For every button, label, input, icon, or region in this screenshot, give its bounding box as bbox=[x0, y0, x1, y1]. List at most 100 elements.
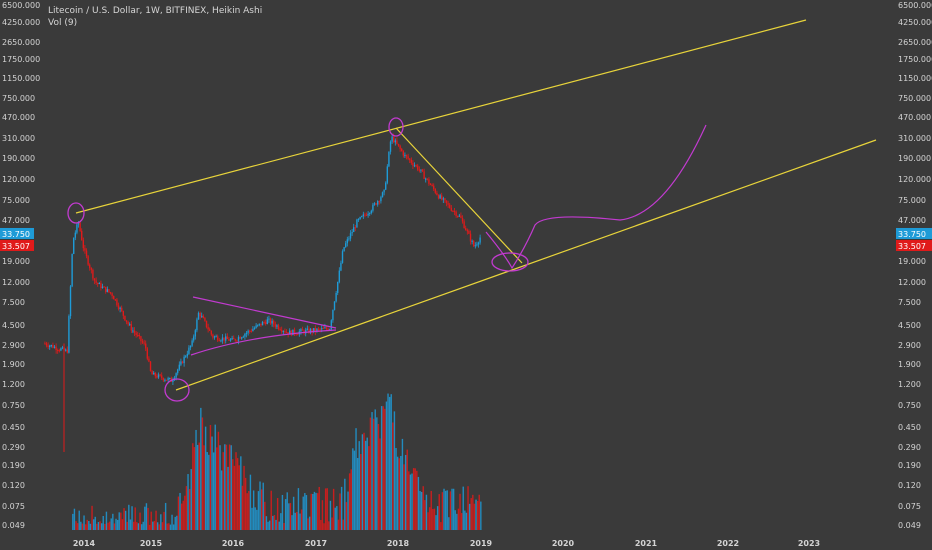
candle-body bbox=[130, 324, 133, 331]
candle-body bbox=[193, 336, 195, 341]
volume-bar bbox=[358, 441, 360, 530]
volume-bar bbox=[451, 488, 453, 530]
candle-body bbox=[381, 192, 384, 198]
volume-bar bbox=[238, 465, 240, 530]
candle-body bbox=[437, 194, 440, 199]
volume-bar bbox=[289, 503, 292, 530]
candle-body bbox=[252, 329, 254, 332]
volume-bar bbox=[118, 512, 120, 530]
candle-body bbox=[85, 250, 88, 257]
y-tick-label-right: 1.900 bbox=[898, 360, 921, 369]
candle-body bbox=[340, 262, 342, 271]
volume-bar bbox=[225, 444, 228, 530]
volume-bar bbox=[163, 511, 165, 530]
candle-body bbox=[389, 141, 392, 152]
volume-bar bbox=[300, 509, 303, 530]
volume-bar bbox=[347, 491, 349, 530]
volume-bar bbox=[152, 521, 154, 530]
candle-body bbox=[145, 343, 147, 349]
candle-body bbox=[391, 136, 393, 142]
candle-body bbox=[428, 179, 430, 184]
volume-bar bbox=[129, 519, 132, 530]
y-tick-label-left: 1.200 bbox=[2, 380, 25, 389]
volume-bar bbox=[182, 500, 184, 530]
volume-bar bbox=[368, 446, 370, 530]
volume-bar bbox=[459, 493, 461, 530]
candle-body bbox=[177, 369, 179, 374]
y-tick-label-left: 6500.000 bbox=[2, 1, 40, 10]
volume-bar bbox=[224, 444, 226, 530]
candle-body bbox=[301, 329, 304, 331]
candle-body bbox=[148, 358, 150, 362]
y-tick-label-left: 7.500 bbox=[2, 298, 25, 307]
volume-bar bbox=[196, 444, 199, 530]
candle-body bbox=[124, 315, 126, 321]
volume-bar bbox=[340, 486, 343, 530]
volume-bar bbox=[270, 490, 272, 530]
candle-body bbox=[308, 328, 310, 333]
volume-bar bbox=[131, 506, 133, 530]
volume-bar bbox=[371, 412, 373, 530]
volume-bar bbox=[128, 504, 130, 530]
candle-body bbox=[365, 214, 368, 216]
candle-body bbox=[245, 332, 248, 334]
y-tick-label-left: 47.000 bbox=[2, 216, 30, 225]
candle-body bbox=[450, 207, 453, 211]
volume-bar bbox=[321, 500, 324, 530]
candle-body bbox=[413, 165, 416, 167]
projection-path bbox=[485, 124, 707, 270]
candle-body bbox=[405, 154, 408, 157]
candle-body bbox=[276, 325, 278, 327]
candle-body bbox=[273, 320, 275, 325]
candle-body bbox=[393, 136, 395, 143]
candle-body bbox=[221, 337, 224, 341]
y-tick-label-left: 0.120 bbox=[2, 481, 25, 490]
volume-bar bbox=[84, 524, 87, 530]
volume-bar bbox=[324, 488, 327, 530]
y-tick-label-left: 4.500 bbox=[2, 321, 25, 330]
candle-body bbox=[183, 356, 185, 364]
candle-body bbox=[429, 183, 432, 186]
candle-body bbox=[290, 330, 293, 336]
volume-bar bbox=[436, 506, 439, 530]
volume-bar bbox=[97, 522, 100, 530]
candle-body bbox=[258, 323, 261, 325]
candle-body bbox=[55, 346, 57, 351]
volume-bar bbox=[299, 513, 301, 530]
y-tick-label-left: 1.900 bbox=[2, 360, 25, 369]
candle-body bbox=[324, 327, 326, 329]
candle-body bbox=[409, 158, 411, 160]
candle-body bbox=[300, 329, 302, 332]
volume-bar bbox=[366, 437, 368, 530]
volume-bar bbox=[147, 507, 149, 530]
volume-bar bbox=[139, 512, 141, 530]
volume-bar bbox=[252, 490, 255, 530]
candle-body bbox=[372, 204, 374, 211]
volume-bar bbox=[416, 470, 418, 530]
volume-bar bbox=[374, 409, 376, 530]
volume-bar bbox=[110, 518, 112, 530]
volume-bar bbox=[209, 424, 212, 530]
volume-bar bbox=[81, 523, 84, 530]
candle-body bbox=[236, 340, 238, 342]
volume-bar bbox=[89, 523, 92, 530]
volume-bar bbox=[86, 519, 88, 530]
volume-bar bbox=[204, 426, 207, 530]
y-tick-label-left: 0.750 bbox=[2, 401, 25, 410]
candle-body bbox=[282, 331, 285, 333]
candle-body bbox=[199, 312, 201, 317]
volume-bar bbox=[428, 507, 431, 530]
candle-body bbox=[162, 377, 165, 381]
candle-body bbox=[383, 189, 385, 193]
candle-body bbox=[412, 162, 414, 166]
candle-body bbox=[241, 337, 243, 339]
y-tick-label-left: 310.000 bbox=[2, 134, 35, 143]
volume-bar bbox=[105, 511, 108, 530]
y-tick-label-left: 2650.000 bbox=[2, 38, 40, 47]
candle-body bbox=[202, 315, 205, 319]
candle-body bbox=[60, 348, 62, 351]
volume-layer bbox=[72, 393, 482, 530]
volume-bar bbox=[73, 508, 76, 530]
candle-body bbox=[349, 233, 352, 239]
